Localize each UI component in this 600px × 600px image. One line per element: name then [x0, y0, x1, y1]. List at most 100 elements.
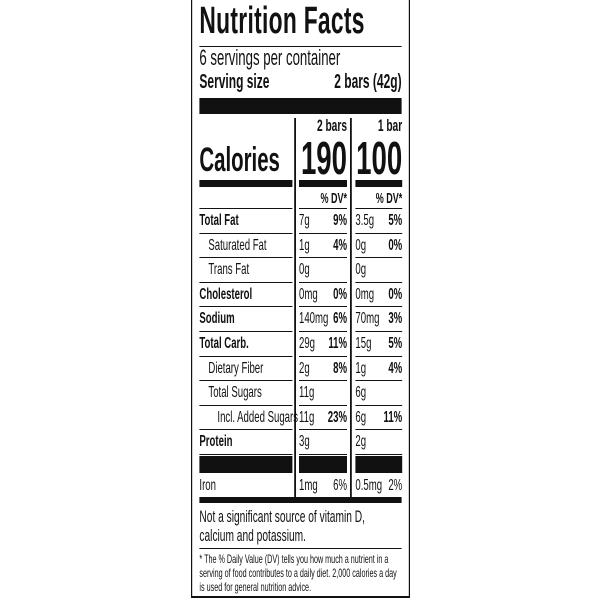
nutrient-amount: 2g — [355, 433, 367, 451]
row-divider — [299, 233, 347, 234]
nutrient-dv: 0% — [333, 285, 347, 303]
nutrient-amount: 6g — [355, 408, 367, 426]
nutrient-amount: 2g — [299, 359, 310, 377]
row-divider — [199, 454, 293, 455]
nutrient-amount: 0mg — [355, 285, 375, 303]
thick-divider — [199, 98, 402, 114]
row-divider — [299, 306, 347, 307]
nutrient-amount: 6g — [355, 384, 367, 402]
row-divider — [299, 356, 347, 357]
row-divider — [355, 331, 403, 332]
nutrient-name: Trans Fat — [208, 261, 250, 279]
row-divider — [199, 331, 293, 332]
row-divider — [299, 380, 347, 381]
row-divider — [355, 208, 403, 209]
nutrient-amount: 1g — [299, 236, 310, 254]
nutrient-dv: 11% — [383, 408, 403, 426]
nutrient-amount: 1mg — [299, 477, 318, 494]
nutrient-name: Total Fat — [199, 212, 239, 229]
nutrient-amount: 15g — [355, 335, 372, 352]
nutrient-dv: 23% — [327, 408, 347, 426]
row-divider — [355, 282, 403, 283]
row-divider — [299, 331, 347, 332]
nutrient-amount: 29g — [299, 335, 316, 352]
column-divider — [350, 118, 352, 498]
nutrient-dv: 8% — [333, 359, 347, 377]
row-divider — [355, 454, 403, 455]
column-header: 1 bar — [377, 116, 403, 135]
nutrient-name: Total Carb. — [199, 335, 249, 352]
nutrient-amount: 3g — [299, 433, 310, 451]
nutrient-note: Not a significant source of vitamin D, c… — [199, 507, 365, 545]
row-divider — [299, 257, 347, 258]
row-divider — [355, 306, 403, 307]
row-divider — [199, 208, 293, 209]
nutrient-name: Cholesterol — [199, 285, 253, 303]
nutrient-name: Dietary Fiber — [208, 359, 264, 377]
nutrient-dv: 5% — [388, 335, 403, 352]
nutrient-amount: 0mg — [299, 285, 318, 303]
row-divider — [199, 306, 293, 307]
serving-size-label: Serving size — [199, 71, 270, 93]
row-divider — [355, 233, 403, 234]
nutrient-amount: 11g — [299, 384, 315, 402]
nutrient-amount: 140mg — [299, 310, 329, 328]
nutrient-amount: 3.5g — [355, 212, 375, 229]
dv-header: % DV* — [320, 190, 347, 207]
row-divider — [299, 456, 347, 473]
row-divider — [355, 356, 403, 357]
serving-size-value: 2 bars (42g) — [334, 71, 402, 93]
row-divider — [199, 233, 293, 234]
divider — [199, 46, 402, 47]
nutrient-amount: 70mg — [355, 310, 380, 328]
row-divider — [355, 405, 403, 406]
row-divider — [199, 456, 293, 473]
column-header: 2 bars — [316, 116, 347, 135]
divider — [355, 180, 403, 187]
nutrient-name: Incl. Added Sugars — [217, 408, 298, 426]
divider — [199, 180, 293, 187]
row-divider — [199, 405, 293, 406]
nutrient-dv: 11% — [328, 335, 347, 352]
row-divider — [199, 282, 293, 283]
row-divider — [355, 257, 403, 258]
nutrient-dv: 0% — [388, 236, 403, 254]
nutrient-name: Saturated Fat — [208, 236, 267, 254]
divider — [199, 548, 402, 549]
thick-divider — [199, 497, 402, 503]
nutrient-dv: 3% — [388, 310, 403, 328]
nutrient-name: Iron — [199, 477, 216, 494]
nutrient-amount: 0g — [355, 261, 367, 279]
row-divider — [199, 380, 293, 381]
row-divider — [355, 456, 403, 473]
daily-value-footnote: * The % Daily Value (DV) tells you how m… — [199, 552, 397, 594]
nutrient-amount: 0g — [355, 236, 367, 254]
row-divider — [199, 257, 293, 258]
nutrient-dv: 4% — [388, 359, 403, 377]
dv-header: % DV* — [375, 190, 403, 207]
nutrient-dv: 2% — [388, 477, 403, 494]
row-divider — [355, 380, 403, 381]
row-divider — [299, 282, 347, 283]
calories-value: 100 — [356, 132, 403, 184]
nutrient-dv: 9% — [333, 212, 347, 229]
nutrient-name: Protein — [199, 433, 233, 451]
nutrient-amount: 0.5mg — [355, 477, 383, 494]
row-divider — [199, 429, 293, 430]
nutrient-name: Total Sugars — [208, 384, 262, 402]
nutrient-name: Sodium — [199, 310, 235, 328]
nutrient-dv: 6% — [333, 477, 347, 494]
nutrient-amount: 0g — [299, 261, 310, 279]
nutrient-amount: 11g — [299, 408, 315, 426]
calories-label: Calories — [199, 141, 280, 179]
nutrient-dv: 6% — [333, 310, 347, 328]
row-divider — [299, 429, 347, 430]
nutrient-dv: 0% — [388, 285, 403, 303]
column-divider — [294, 118, 296, 498]
servings-per-container: 6 servings per container — [199, 45, 341, 70]
row-divider — [199, 356, 293, 357]
nutrient-amount: 7g — [299, 212, 310, 229]
row-divider — [355, 429, 403, 430]
divider — [299, 180, 347, 187]
row-divider — [299, 405, 347, 406]
